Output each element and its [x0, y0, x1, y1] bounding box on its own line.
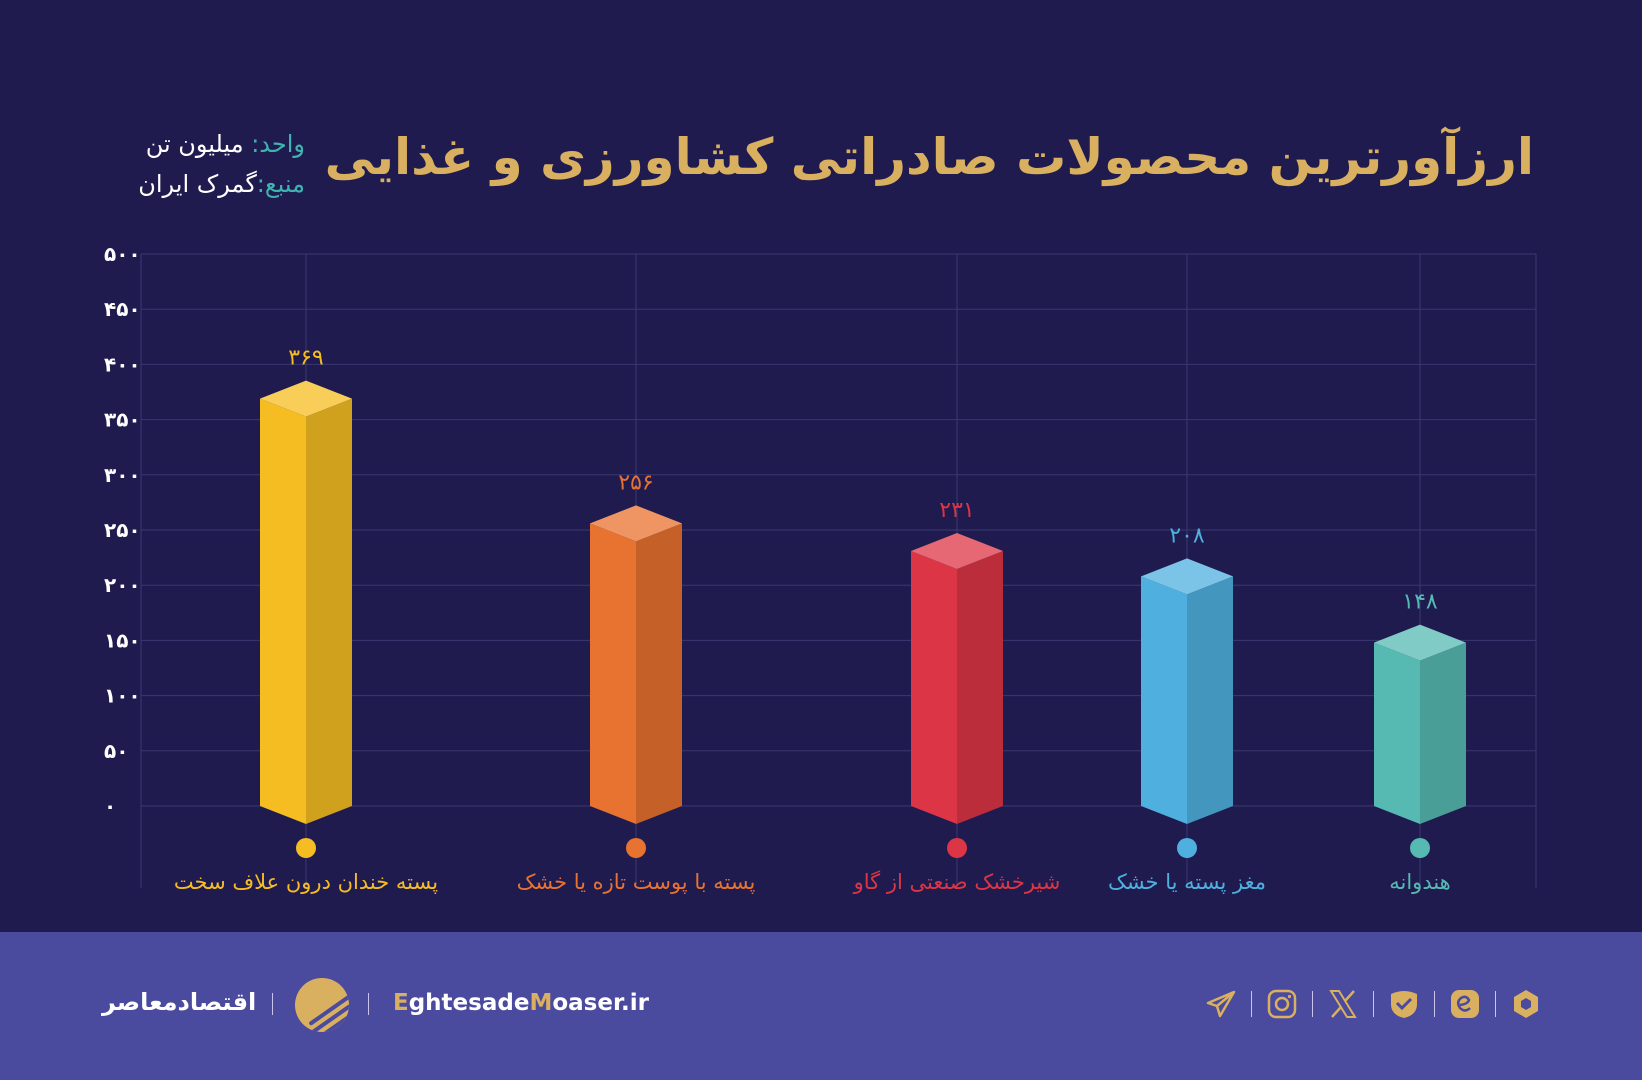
y-tick-label: ۵۰	[104, 739, 128, 763]
legend-dot	[626, 838, 646, 858]
x-icon[interactable]	[1327, 988, 1359, 1020]
bar-chart: ۰ ۵۰ ۱۰۰ ۱۵۰ ۲۰۰ ۲۵۰ ۳۰۰ ۳۵۰ ۴۰۰ ۴۵۰ ۵۰۰ ۳۶۹ پسته خ…	[104, 242, 1537, 894]
y-tick-label: ۲۰۰	[104, 573, 141, 597]
legend-dot	[1177, 838, 1197, 858]
divider	[368, 993, 369, 1015]
brand-logo	[295, 978, 349, 1032]
y-axis-ticks: ۰ ۵۰ ۱۰۰ ۱۵۰ ۲۰۰ ۲۵۰ ۳۰۰ ۳۵۰ ۴۰۰ ۴۵۰ ۵۰۰	[104, 242, 141, 818]
bar-left-face	[590, 523, 636, 824]
instagram-icon[interactable]	[1266, 988, 1298, 1020]
bar-left-face	[911, 550, 957, 824]
eitaa-icon[interactable]	[1449, 988, 1481, 1020]
bar: ۲۵۶ پسته با پوست تازه یا خشک	[517, 470, 756, 894]
category-label: پسته خندان درون علاف سخت	[174, 870, 438, 894]
bar-right-face	[957, 550, 1003, 824]
bar-right-face	[1187, 576, 1233, 824]
divider	[272, 993, 273, 1015]
bar-right-face	[1420, 642, 1466, 824]
bar: ۲۰۸ مغز پسته یا خشک	[1108, 523, 1266, 894]
y-tick-label: ۰	[104, 794, 116, 818]
y-tick-label: ۴۵۰	[104, 297, 141, 321]
category-label: مغز پسته یا خشک	[1108, 870, 1266, 894]
telegram-icon[interactable]	[1205, 988, 1237, 1020]
y-tick-label: ۳۵۰	[104, 408, 141, 432]
bar-top-face	[590, 505, 682, 542]
bar: ۲۳۱ شیرخشک صنعتی از گاو	[853, 498, 1061, 894]
bar-left-face	[1374, 642, 1420, 824]
source-label: منبع:	[256, 170, 305, 198]
y-tick-label: ۳۰۰	[104, 463, 141, 487]
data-label: ۲۵۶	[618, 470, 653, 495]
divider	[1434, 991, 1435, 1017]
bars: ۳۶۹ پسته خندان درون علاف سخت ۲۵۶ پسته با پو…	[174, 346, 1466, 894]
source-value: گمرک ایران	[138, 170, 257, 198]
y-tick-label: ۴۰۰	[104, 352, 141, 376]
bar-top-face	[911, 532, 1003, 569]
unit-line: واحد: میلیون تن	[105, 124, 305, 164]
bar: ۳۶۹ پسته خندان درون علاف سخت	[174, 346, 438, 894]
bar-left-face	[1141, 576, 1187, 824]
divider	[1312, 991, 1313, 1017]
bar-top-face	[1141, 558, 1233, 595]
y-tick-label: ۲۵۰	[104, 518, 141, 542]
social-links	[1205, 988, 1542, 1020]
y-tick-label: ۱۰۰	[104, 684, 141, 708]
divider	[1251, 991, 1252, 1017]
data-label: ۲۰۸	[1169, 523, 1205, 548]
bar-top-face	[260, 380, 352, 417]
bar-top-face	[1374, 624, 1466, 661]
category-label: پسته با پوست تازه یا خشک	[517, 870, 756, 894]
brand-name: اقتصادمعاصر	[102, 988, 257, 1016]
legend-dot	[1410, 838, 1430, 858]
website-link[interactable]: EghtesadeMoaser.ir	[393, 990, 649, 1016]
chart-meta: واحد: میلیون تن منبع:گمرک ایران	[105, 124, 305, 204]
data-label: ۱۴۸	[1402, 590, 1438, 615]
legend-dot	[947, 838, 967, 858]
y-tick-label: ۵۰۰	[104, 242, 141, 266]
data-label: ۳۶۹	[288, 346, 323, 371]
source-line: منبع:گمرک ایران	[105, 164, 305, 204]
legend-dot	[296, 838, 316, 858]
divider	[1373, 991, 1374, 1017]
rubika-icon[interactable]	[1510, 988, 1542, 1020]
category-label: هندوانه	[1389, 870, 1451, 894]
bar-left-face	[260, 398, 306, 824]
bar-right-face	[306, 398, 352, 824]
unit-label: واحد:	[251, 130, 305, 158]
divider	[1495, 991, 1496, 1017]
footer	[0, 932, 1642, 1080]
bar: ۱۴۸ هندوانه	[1374, 590, 1466, 894]
bar-right-face	[636, 523, 682, 824]
y-tick-label: ۱۵۰	[104, 628, 141, 652]
category-label: شیرخشک صنعتی از گاو	[853, 870, 1061, 894]
check-shield-icon[interactable]	[1388, 988, 1420, 1020]
data-label: ۲۳۱	[939, 498, 974, 523]
unit-value: میلیون تن	[145, 130, 244, 158]
chart-title: ارزآورترین محصولات صادراتی کشاورزی و غذا…	[324, 128, 1534, 186]
